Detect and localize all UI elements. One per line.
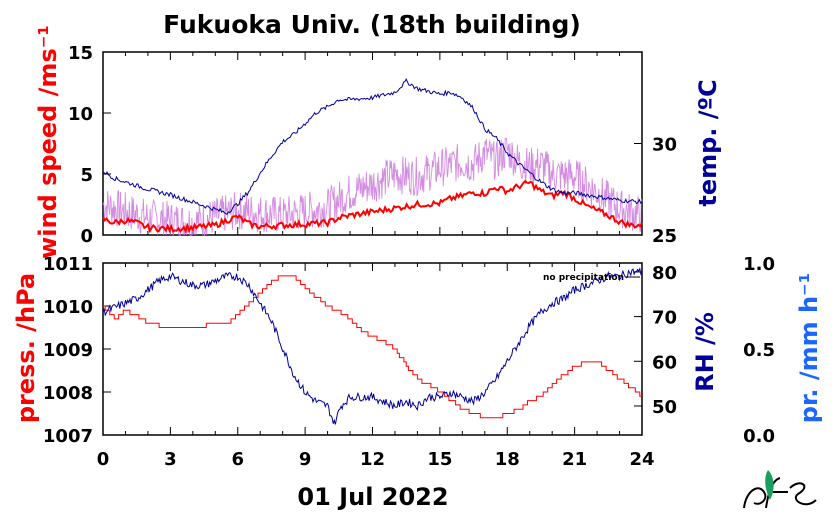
x-tick-label: 21 xyxy=(562,449,587,470)
rh-series xyxy=(102,267,643,425)
wind-temp-panel: 0 5 10 15 25 30 wind speed /ms⁻¹ temp. /ºC xyxy=(34,25,722,259)
x-tick-label: 15 xyxy=(427,449,452,470)
bottom-panel-series xyxy=(102,267,643,425)
pressure-tick-label: 1007 xyxy=(43,426,93,447)
precip-tick-label: 0.5 xyxy=(743,340,775,361)
bottom-panel-frame xyxy=(102,262,643,436)
rh-tick-label: 50 xyxy=(652,397,677,418)
temp-tick-label: 25 xyxy=(652,226,677,247)
pressure-tick-label: 1008 xyxy=(43,383,93,404)
precip-axis-label: pr. /mm h⁻¹ xyxy=(795,273,823,423)
top-panel-series xyxy=(102,77,643,237)
temp-axis-label: temp. /ºC xyxy=(694,79,722,206)
precip-tick-label: 0.0 xyxy=(743,426,775,447)
precip-annotation: no precipitation xyxy=(543,273,624,283)
temp-axis-tick-labels: 25 30 xyxy=(652,135,677,248)
precip-tick-label: 1.0 xyxy=(743,254,775,275)
wind-speed-series xyxy=(102,179,643,234)
precip-axis-tick-labels: 0.0 0.5 1.0 xyxy=(743,254,775,447)
wind-tick-label: 5 xyxy=(80,165,93,186)
wind-tick-label: 10 xyxy=(68,104,93,125)
pressure-tick-label: 1009 xyxy=(43,340,93,361)
x-tick-label: 24 xyxy=(629,449,654,470)
lab-logo xyxy=(743,470,817,509)
top-panel-ticks xyxy=(102,51,643,236)
x-tick-label: 18 xyxy=(495,449,520,470)
pressure-tick-label: 1011 xyxy=(43,254,93,275)
x-tick-label: 3 xyxy=(164,449,177,470)
temp-tick-label: 30 xyxy=(652,135,677,156)
bottom-panel-ticks xyxy=(102,262,643,436)
rh-axis-tick-labels: 50 60 70 80 xyxy=(652,263,677,418)
x-tick-label: 12 xyxy=(360,449,385,470)
wind-tick-label: 15 xyxy=(68,43,93,64)
pressure-axis-tick-labels: 1007 1008 1009 1010 1011 xyxy=(43,254,93,447)
temperature-series xyxy=(102,77,643,216)
x-axis-tick-labels: 0 3 6 9 12 15 18 21 24 xyxy=(97,449,655,470)
pressure-series xyxy=(103,275,642,419)
wind-raw-series xyxy=(102,137,643,237)
wind-axis-label: wind speed /ms⁻¹ xyxy=(34,25,62,259)
rh-tick-label: 70 xyxy=(652,308,677,329)
rh-tick-label: 80 xyxy=(652,263,677,284)
chart-title: Fukuoka Univ. (18th building) xyxy=(163,10,581,39)
wind-axis-tick-labels: 0 5 10 15 xyxy=(68,43,93,247)
pressure-tick-label: 1010 xyxy=(43,297,93,318)
pressure-axis-label: press. /hPa xyxy=(12,273,40,423)
x-tick-label: 6 xyxy=(232,449,245,470)
date-label: 01 Jul 2022 xyxy=(297,483,448,511)
wind-tick-label: 0 xyxy=(80,226,93,247)
rh-tick-label: 60 xyxy=(652,352,677,373)
x-tick-label: 0 xyxy=(97,449,110,470)
top-panel-frame xyxy=(102,51,643,236)
x-tick-label: 9 xyxy=(299,449,312,470)
rh-axis-label: RH /% xyxy=(691,312,719,392)
